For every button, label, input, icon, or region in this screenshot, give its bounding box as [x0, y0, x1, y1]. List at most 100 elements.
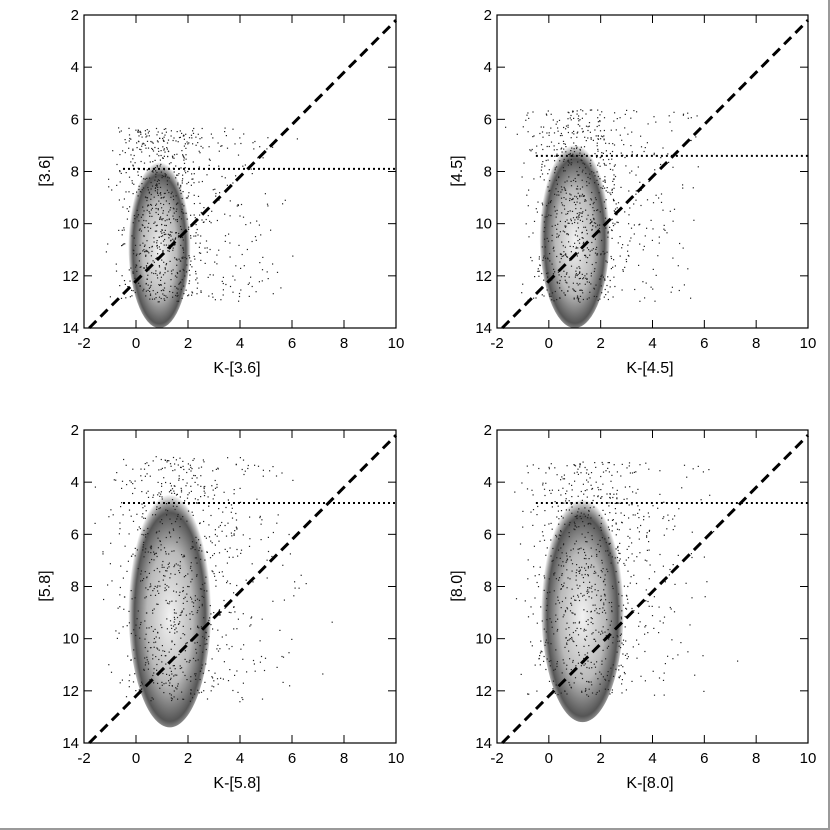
data-point	[585, 629, 587, 631]
data-point	[182, 602, 184, 604]
data-point	[560, 276, 562, 278]
data-point	[322, 673, 324, 675]
data-point	[179, 667, 181, 670]
data-point	[138, 131, 140, 133]
data-point	[157, 186, 159, 188]
data-point	[156, 134, 158, 136]
data-point	[629, 582, 631, 584]
data-point	[199, 242, 201, 244]
data-point	[625, 608, 628, 610]
data-point	[560, 191, 562, 193]
data-point	[551, 240, 553, 242]
data-point	[599, 130, 602, 132]
data-point	[233, 628, 235, 630]
data-point	[618, 645, 620, 647]
data-point	[289, 553, 291, 555]
data-point	[589, 162, 591, 165]
data-point	[182, 256, 184, 258]
x-tick-label: 10	[388, 750, 405, 767]
data-point	[626, 653, 628, 655]
data-point	[153, 559, 155, 561]
data-point	[541, 166, 543, 168]
data-point	[153, 272, 155, 275]
data-point	[563, 148, 565, 150]
data-point	[573, 133, 575, 135]
data-point	[211, 685, 213, 687]
data-point	[554, 668, 556, 670]
data-point	[167, 150, 169, 152]
data-point	[190, 548, 192, 550]
data-point	[162, 212, 164, 214]
data-point	[151, 215, 153, 217]
data-point	[624, 626, 626, 628]
data-point	[225, 634, 227, 636]
data-point	[146, 250, 148, 252]
data-point	[124, 283, 126, 285]
data-point	[191, 468, 193, 470]
data-point	[130, 161, 132, 163]
data-point	[181, 667, 183, 669]
data-point	[581, 237, 583, 239]
data-point	[259, 515, 261, 517]
data-point	[525, 119, 527, 121]
data-point	[180, 466, 182, 469]
data-point	[133, 183, 135, 185]
data-point	[146, 659, 148, 661]
data-point	[147, 668, 149, 670]
data-point	[612, 296, 614, 298]
data-point	[669, 121, 671, 123]
data-point	[596, 209, 598, 211]
data-point	[605, 635, 607, 637]
data-point	[611, 691, 613, 694]
data-point	[585, 554, 587, 556]
data-point	[551, 489, 553, 491]
data-point	[157, 131, 159, 133]
data-point	[150, 255, 152, 257]
data-point	[551, 528, 553, 530]
data-point	[164, 173, 166, 175]
data-point	[582, 243, 584, 245]
data-point	[579, 219, 581, 221]
data-point	[626, 109, 628, 111]
data-point	[628, 190, 630, 192]
data-point	[236, 527, 238, 529]
data-point	[188, 282, 190, 285]
data-point	[538, 256, 540, 258]
data-point	[250, 168, 252, 170]
data-point	[179, 130, 181, 132]
density-cloud	[539, 134, 610, 328]
data-point	[579, 466, 581, 468]
data-point	[149, 586, 151, 588]
data-point	[575, 665, 577, 667]
data-point	[612, 642, 614, 644]
data-point	[605, 227, 607, 229]
data-point	[155, 270, 157, 272]
data-point	[544, 257, 547, 259]
data-point	[586, 590, 588, 592]
x-tick-label: -2	[490, 335, 503, 352]
x-tick-label: 6	[288, 335, 296, 352]
data-point	[575, 230, 577, 232]
data-point	[653, 627, 655, 629]
data-point	[136, 270, 138, 272]
data-point	[557, 618, 559, 620]
data-point	[553, 669, 555, 671]
data-point	[166, 570, 168, 572]
data-point	[682, 184, 684, 186]
data-point	[604, 513, 606, 515]
data-point	[180, 518, 182, 520]
data-point	[131, 598, 133, 600]
data-point	[602, 568, 604, 570]
data-point	[541, 651, 543, 653]
data-point	[137, 214, 139, 216]
data-point	[595, 466, 597, 468]
data-point	[170, 270, 173, 272]
data-point	[126, 208, 128, 210]
data-point	[187, 463, 189, 465]
data-point	[159, 137, 161, 139]
data-point	[197, 499, 199, 501]
data-point	[141, 224, 143, 226]
data-point	[158, 246, 160, 248]
data-point	[155, 127, 158, 130]
data-point	[583, 513, 585, 515]
